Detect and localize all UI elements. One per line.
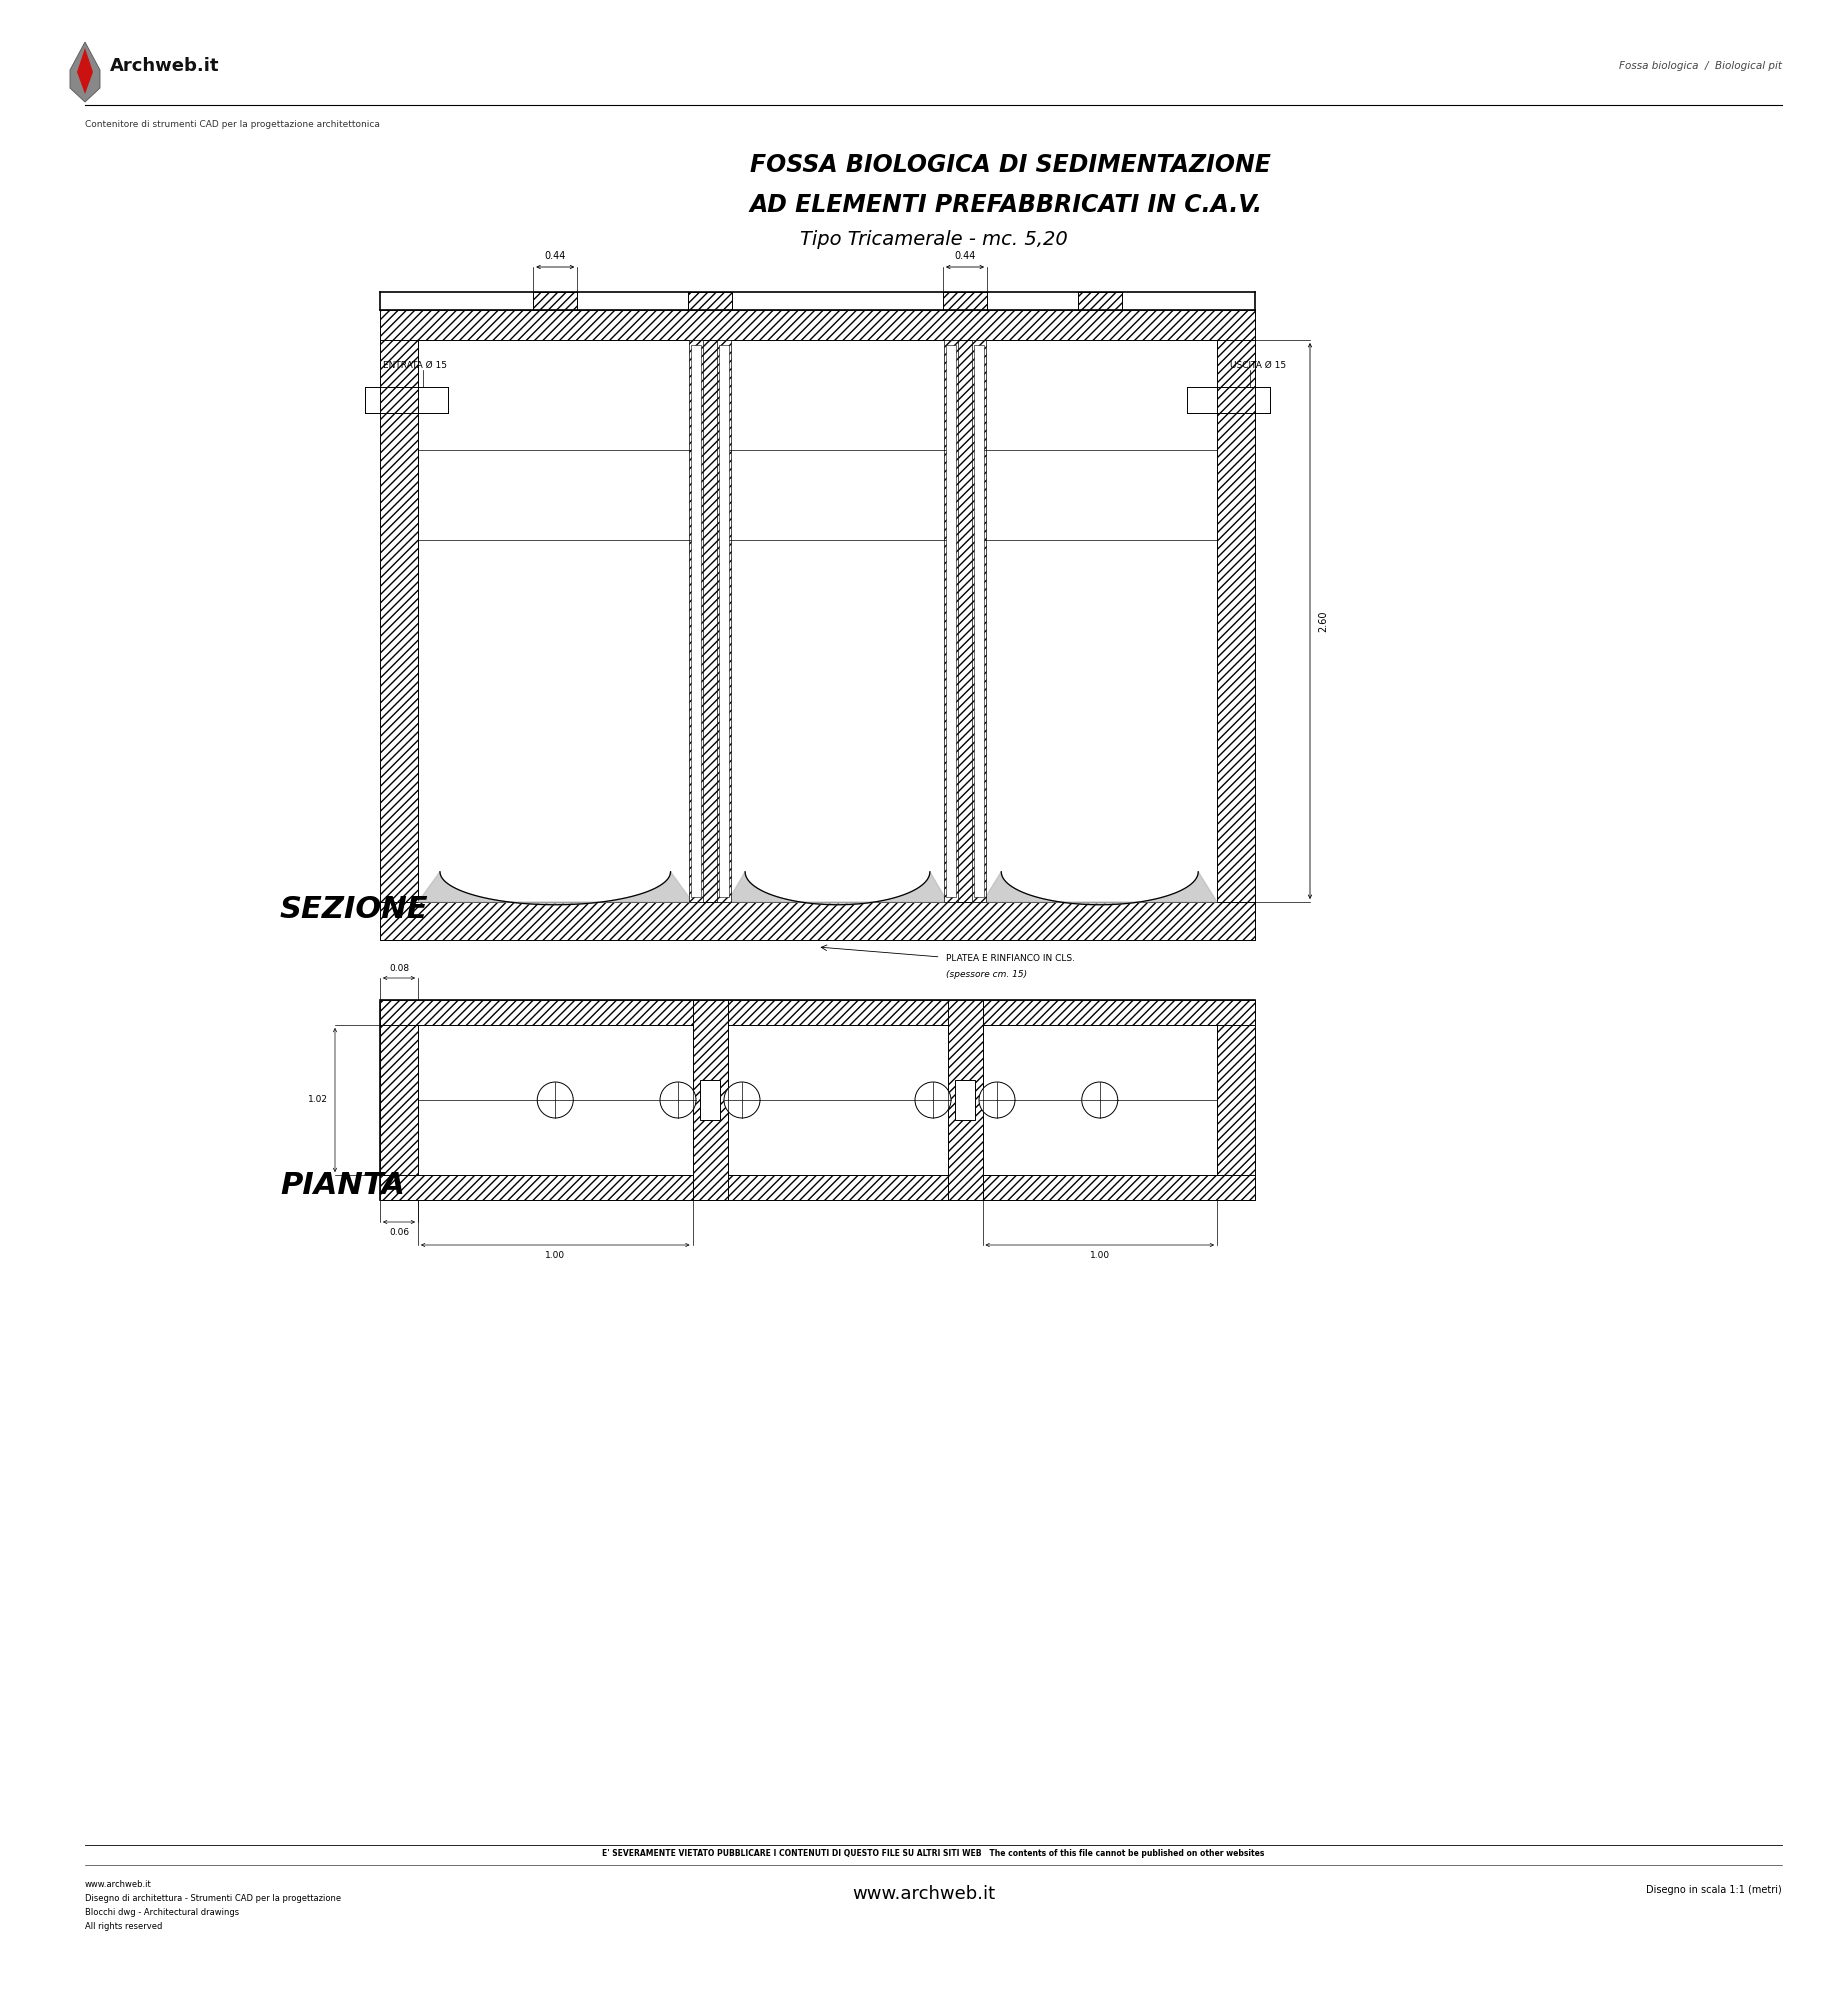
Bar <box>944 340 959 902</box>
Bar <box>944 292 986 310</box>
Bar <box>972 340 986 902</box>
Text: PIANTA: PIANTA <box>281 1170 404 1200</box>
Polygon shape <box>728 872 948 904</box>
Bar <box>687 292 731 310</box>
Text: All rights reserved: All rights reserved <box>85 1922 163 1932</box>
Polygon shape <box>417 872 693 904</box>
Bar <box>534 292 578 310</box>
Text: 2.60: 2.60 <box>1319 610 1328 632</box>
Bar <box>1217 1000 1254 1200</box>
Text: Disegno di architettura - Strumenti CAD per la progettazione: Disegno di architettura - Strumenti CAD … <box>85 1894 342 1904</box>
Text: Tipo Tricamerale - mc. 5,20: Tipo Tricamerale - mc. 5,20 <box>800 230 1068 250</box>
Bar <box>717 340 731 902</box>
Circle shape <box>979 1082 1016 1118</box>
Text: 0.44: 0.44 <box>955 252 975 262</box>
Bar <box>380 292 1254 310</box>
Text: AD ELEMENTI PREFABBRICATI IN C.A.V.: AD ELEMENTI PREFABBRICATI IN C.A.V. <box>750 194 1263 216</box>
Bar <box>693 340 728 902</box>
Bar <box>534 292 578 310</box>
Bar <box>955 1080 975 1120</box>
Bar <box>380 310 417 940</box>
Circle shape <box>537 1082 573 1118</box>
Bar <box>380 1000 1254 1024</box>
Bar <box>728 340 948 902</box>
Bar <box>983 1024 1217 1174</box>
Text: PLATEA E RINFIANCO IN CLS.: PLATEA E RINFIANCO IN CLS. <box>946 954 1075 964</box>
Circle shape <box>659 1082 696 1118</box>
Text: SEZIONE: SEZIONE <box>281 896 429 924</box>
Bar <box>1079 292 1121 310</box>
Bar <box>417 1024 693 1174</box>
Bar <box>691 346 702 896</box>
Text: www.archweb.it: www.archweb.it <box>851 1884 996 1904</box>
Bar <box>973 346 984 896</box>
Bar <box>380 1174 1254 1200</box>
Circle shape <box>914 1082 951 1118</box>
Bar <box>687 292 731 310</box>
Bar <box>417 340 693 902</box>
Text: Archweb.it: Archweb.it <box>111 56 220 74</box>
Circle shape <box>1082 1082 1117 1118</box>
Text: 0.44: 0.44 <box>545 252 565 262</box>
Text: Disegno in scala 1:1 (metri): Disegno in scala 1:1 (metri) <box>1646 1884 1782 1896</box>
Bar <box>380 902 1254 940</box>
Text: 1.00: 1.00 <box>545 1252 565 1260</box>
Bar <box>700 1080 720 1120</box>
Bar <box>380 1000 1254 1200</box>
Bar <box>728 1024 948 1174</box>
Bar <box>946 346 957 896</box>
Text: ENTRATA Ø 15: ENTRATA Ø 15 <box>382 360 447 370</box>
Polygon shape <box>78 48 92 94</box>
Text: E' SEVERAMENTE VIETATO PUBBLICARE I CONTENUTI DI QUESTO FILE SU ALTRI SITI WEB  : E' SEVERAMENTE VIETATO PUBBLICARE I CONT… <box>602 1848 1265 1858</box>
Text: Fossa biologica  /  Biological pit: Fossa biologica / Biological pit <box>1620 60 1782 70</box>
Bar <box>689 340 704 902</box>
Text: 0.08: 0.08 <box>390 964 408 972</box>
Bar <box>1217 310 1254 940</box>
Text: (spessore cm. 15): (spessore cm. 15) <box>946 970 1027 978</box>
Bar <box>948 1000 983 1200</box>
Text: USCITA Ø 15: USCITA Ø 15 <box>1230 360 1286 370</box>
Bar <box>380 1000 417 1200</box>
Bar <box>693 1000 728 1200</box>
Bar <box>1079 292 1121 310</box>
Text: Blocchi dwg - Architectural drawings: Blocchi dwg - Architectural drawings <box>85 1908 238 1916</box>
Text: 0.06: 0.06 <box>390 1228 408 1236</box>
Bar <box>944 292 986 310</box>
Bar <box>380 310 1254 340</box>
Text: FOSSA BIOLOGICA DI SEDIMENTAZIONE: FOSSA BIOLOGICA DI SEDIMENTAZIONE <box>750 152 1271 176</box>
Polygon shape <box>70 42 100 102</box>
Text: 1.02: 1.02 <box>308 1096 329 1104</box>
Bar <box>983 340 1217 902</box>
Bar <box>718 346 730 896</box>
Polygon shape <box>983 872 1217 904</box>
Text: www.archweb.it: www.archweb.it <box>85 1880 151 1888</box>
Text: Contenitore di strumenti CAD per la progettazione architettonica: Contenitore di strumenti CAD per la prog… <box>85 120 380 128</box>
Bar <box>948 340 983 902</box>
Text: 1.00: 1.00 <box>1090 1252 1110 1260</box>
Circle shape <box>724 1082 759 1118</box>
